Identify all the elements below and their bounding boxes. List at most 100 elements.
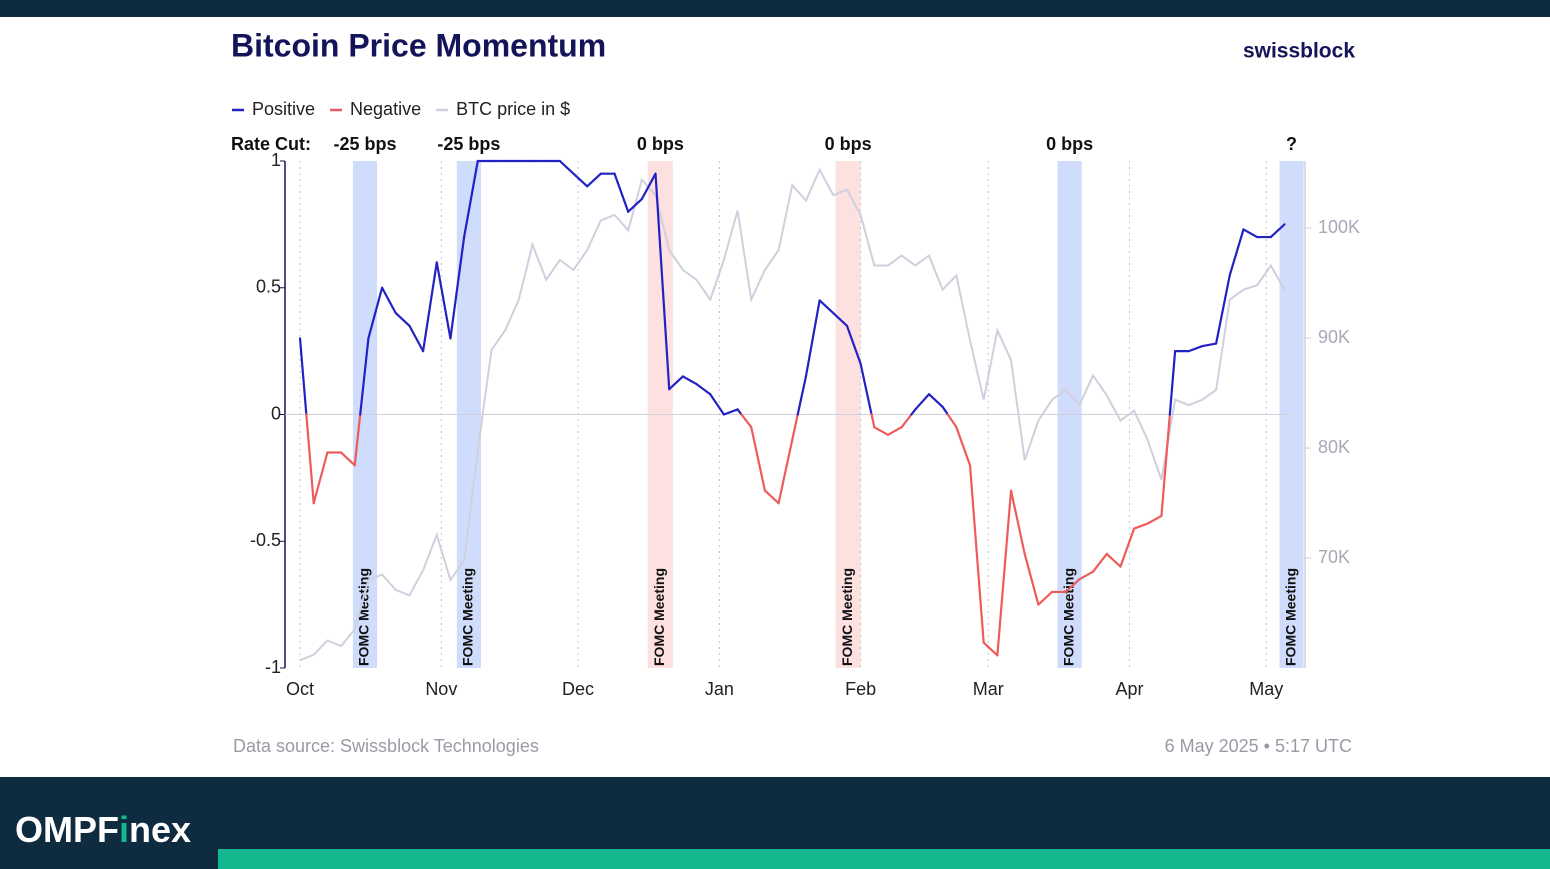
legend-label: BTC price in $ [456, 99, 570, 119]
momentum-segment [1228, 228, 1245, 277]
y2-tick-label: 90K [1318, 327, 1350, 347]
momentum-segment [845, 324, 862, 365]
momentum-segment [627, 197, 643, 213]
momentum-segment [1160, 413, 1171, 518]
rate-label: 0 bps [637, 134, 684, 154]
annotation-lead: Rate Cut: [231, 134, 311, 154]
source-note: Data source: Swissblock Technologies [233, 736, 539, 756]
momentum-segment [1105, 552, 1122, 568]
legend-label: Positive [252, 99, 315, 119]
brand-start: OMPF [15, 809, 119, 850]
momentum-segment [859, 362, 873, 416]
momentum-segment [1119, 527, 1136, 568]
momentum-segment [1009, 489, 1026, 556]
rate-label: ? [1286, 134, 1297, 154]
momentum-segment [946, 413, 958, 429]
momentum-segment [818, 299, 835, 315]
momentum-segment [968, 464, 985, 644]
momentum-segment [1269, 223, 1286, 239]
momentum-segment [1078, 570, 1095, 581]
y-tick-label: 1 [271, 150, 281, 170]
momentum-segment [722, 408, 739, 416]
momentum-segment [750, 426, 767, 492]
x-tick-label: Jan [705, 679, 734, 699]
momentum-segment [873, 426, 890, 436]
chart-title: Bitcoin Price Momentum [231, 27, 606, 63]
momentum-segment [1091, 552, 1108, 573]
legend-label: Negative [350, 99, 421, 119]
momentum-segment [463, 159, 479, 239]
rate-label: 0 bps [1046, 134, 1093, 154]
momentum-segment [1201, 342, 1218, 348]
y-tick-label: 0 [271, 403, 281, 423]
footer-brand: OMPFinex [15, 809, 191, 850]
y2-tick-label: 80K [1318, 437, 1350, 457]
x-tick-label: Feb [845, 679, 876, 699]
fomc-label: FOMC Meeting [356, 568, 372, 666]
fomc-label: FOMC Meeting [1060, 568, 1076, 666]
momentum-segment [796, 375, 808, 416]
brand-end: nex [129, 809, 191, 850]
brand-accent: i [119, 809, 129, 850]
momentum-segment [1132, 522, 1149, 530]
fomc-label: FOMC Meeting [651, 568, 667, 666]
momentum-segment [740, 413, 753, 429]
x-tick-label: Nov [425, 679, 457, 699]
momentum-segment [955, 426, 972, 467]
momentum-segment [804, 299, 821, 378]
top-bar [0, 0, 1550, 17]
fomc-label: FOMC Meeting [1282, 568, 1298, 666]
brand-logo: swissblock [1243, 40, 1355, 63]
y2-tick-label: 70K [1318, 547, 1350, 567]
momentum-segment [380, 286, 397, 315]
y2-tick-label: 100K [1318, 217, 1360, 237]
momentum-segment [298, 337, 308, 416]
x-tick-label: May [1249, 679, 1283, 699]
momentum-segment [359, 337, 370, 416]
momentum-segment [832, 312, 849, 327]
momentum-segment [1037, 590, 1054, 606]
momentum-segment [1023, 552, 1040, 606]
momentum-segment [586, 172, 602, 188]
timestamp: 6 May 2025 • 5:17 UTC [1165, 736, 1352, 756]
fomc-label: FOMC Meeting [839, 568, 855, 666]
momentum-segment [353, 413, 362, 467]
momentum-segment [1215, 273, 1231, 345]
accent-strip [218, 849, 1550, 869]
rate-label: -25 bps [333, 134, 396, 154]
momentum-segment [613, 172, 630, 213]
fomc-label: FOMC Meeting [460, 568, 476, 666]
x-tick-label: Mar [973, 679, 1004, 699]
momentum-segment [435, 261, 452, 340]
momentum-segment [695, 382, 712, 396]
momentum-segment [408, 324, 425, 353]
momentum-segment [927, 393, 944, 408]
momentum-segment [709, 393, 726, 416]
momentum-segment [886, 426, 903, 436]
y-tick-label: 0.5 [256, 277, 281, 297]
momentum-segment [1187, 344, 1204, 353]
momentum-segment [1146, 514, 1163, 525]
momentum-segment [791, 413, 799, 441]
momentum-segment [367, 286, 384, 340]
momentum-segment [305, 413, 315, 505]
momentum-segment [941, 405, 949, 416]
momentum-segment [1242, 228, 1259, 239]
momentum-segment [914, 393, 931, 411]
y-tick-label: -0.5 [250, 530, 281, 550]
momentum-segment [449, 235, 466, 340]
momentum-segment [900, 413, 913, 429]
momentum-segment [421, 261, 438, 353]
momentum-segment [312, 451, 329, 505]
momentum-segment [654, 172, 671, 391]
momentum-segment [572, 172, 589, 188]
momentum-segment [668, 375, 684, 391]
x-tick-label: Apr [1116, 679, 1144, 699]
price-line [299, 167, 1286, 662]
momentum-segment [339, 451, 356, 467]
rate-label: -25 bps [437, 134, 500, 154]
momentum-segment [1168, 350, 1177, 416]
momentum-segment [681, 375, 698, 386]
